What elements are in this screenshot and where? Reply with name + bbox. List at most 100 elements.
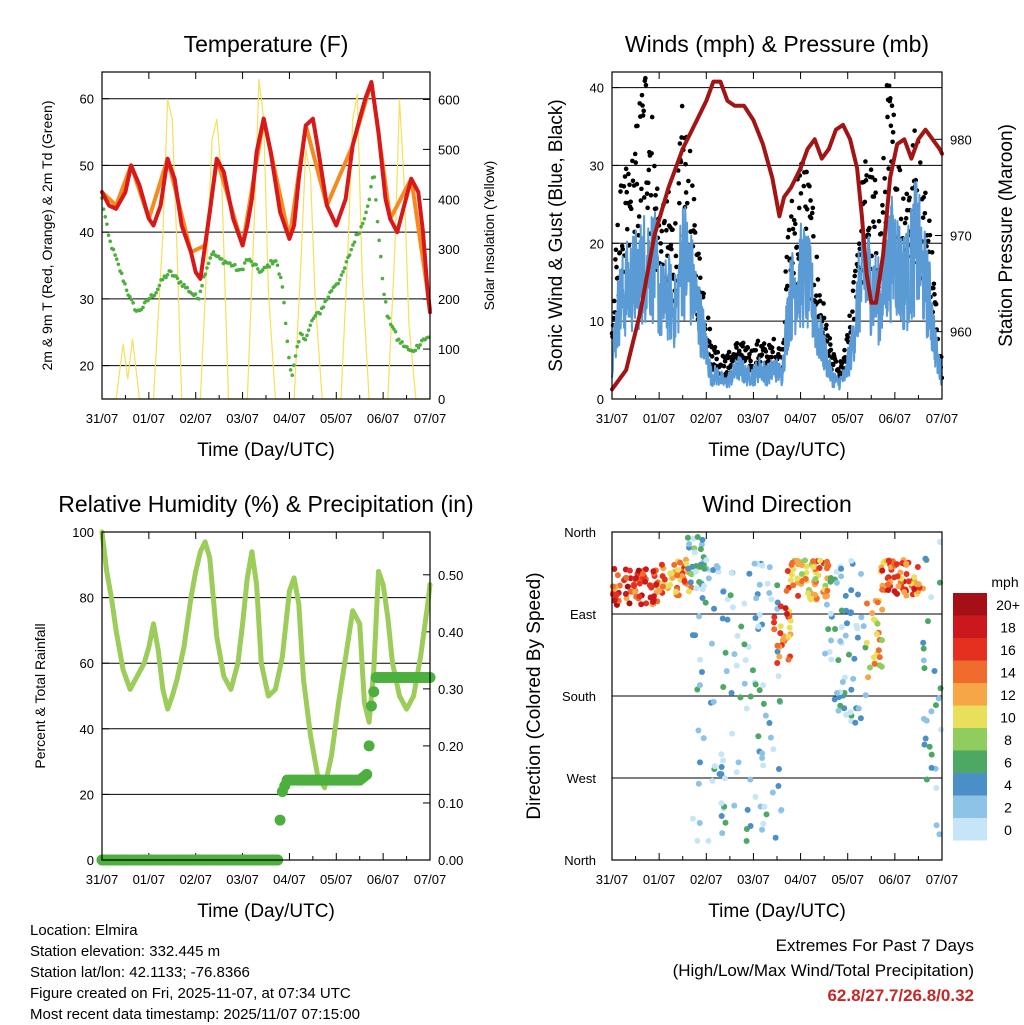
direction-point (833, 690, 840, 697)
direction-point (691, 549, 698, 556)
y-axis-label: Direction (Colored By Speed) (524, 572, 545, 819)
dewpoint-point (196, 296, 201, 301)
direction-point (914, 563, 921, 570)
direction-point (700, 735, 707, 742)
direction-point (911, 574, 918, 581)
gust-point (852, 268, 858, 274)
y-axis-label: Percent & Total Rainfall (32, 623, 48, 768)
gust-point (827, 336, 833, 341)
gust-point (662, 218, 667, 224)
y-tick-label: 30 (80, 292, 94, 307)
dewpoint-point (413, 348, 418, 353)
direction-point (771, 614, 778, 621)
direction-point (678, 573, 685, 580)
elevation-text: Station elevation: 332.445 m (30, 943, 221, 960)
gust-point (628, 206, 634, 212)
dewpoint-point (313, 314, 318, 318)
x-tick-label: 03/07 (737, 872, 770, 887)
direction-point (622, 590, 629, 597)
gust-point (640, 103, 645, 108)
direction-point (771, 626, 778, 633)
direction-point (863, 600, 870, 607)
dewpoint-point (178, 280, 183, 284)
direction-point (659, 583, 666, 590)
direction-point (817, 557, 824, 564)
dewpoint-point (369, 184, 373, 189)
direction-point (785, 633, 792, 640)
direction-point (783, 587, 790, 594)
direction-point (794, 575, 801, 582)
gust-point (886, 83, 892, 89)
gust-point (881, 155, 886, 161)
y-right-tick-label: 400 (438, 192, 460, 207)
y-tick-label: 80 (80, 591, 94, 606)
gust-point (847, 313, 852, 319)
y-right-tick-label: 0.10 (438, 796, 463, 811)
direction-point (835, 707, 842, 714)
direction-point (876, 654, 883, 661)
direction-point (839, 679, 846, 686)
direction-point (710, 698, 717, 705)
dewpoint-point (336, 281, 340, 286)
dewpoint-point (249, 259, 254, 264)
direction-point (767, 734, 774, 741)
direction-point (741, 641, 748, 648)
direction-point (734, 632, 741, 639)
x-tick-label: 02/07 (690, 872, 723, 887)
direction-point (733, 662, 740, 669)
gust-point (721, 363, 727, 369)
gust-point (810, 205, 816, 211)
dewpoint-point (318, 311, 322, 316)
gust-point (673, 253, 679, 259)
dewpoint-point (269, 258, 273, 263)
dewpoint-point (106, 233, 111, 238)
dewpoint-point (101, 207, 106, 211)
direction-point (866, 664, 873, 671)
direction-point (924, 618, 931, 625)
direction-point (848, 587, 855, 594)
dewpoint-point (255, 267, 260, 271)
direction-point (687, 579, 694, 586)
direction-point (852, 719, 859, 726)
gust-point (659, 228, 665, 234)
gust-point (761, 341, 767, 346)
dewpoint-point (326, 295, 331, 299)
direction-point (611, 565, 618, 572)
gust-point (927, 232, 933, 238)
dewpoint-point (375, 219, 380, 224)
gust-point (765, 358, 771, 364)
colorbar-swatch (953, 593, 987, 616)
gust-point (817, 293, 822, 298)
dewpoint-point (103, 214, 108, 219)
gust-point (683, 190, 689, 195)
direction-point (756, 581, 763, 588)
direction-point (921, 741, 928, 748)
dewpoint-point (308, 323, 313, 328)
direction-point (672, 588, 679, 595)
y-right-tick-label: 600 (438, 92, 460, 107)
dewpoint-point (267, 265, 272, 269)
gust-point (811, 234, 816, 239)
direction-point (936, 831, 943, 838)
direction-point (635, 567, 642, 574)
panel-title: Temperature (F) (184, 31, 349, 57)
direction-point (838, 607, 845, 614)
gust-point (792, 221, 798, 227)
recent-text: Most recent data timestamp: 2025/11/07 0… (30, 1006, 360, 1023)
gust-point (692, 230, 698, 235)
direction-point (741, 600, 748, 607)
x-tick-label: 07/07 (926, 411, 959, 426)
dewpoint-point (165, 272, 170, 277)
direction-point (923, 776, 930, 783)
gust-point (617, 250, 623, 255)
y-tick-label: 20 (80, 359, 94, 374)
direction-point (627, 588, 634, 595)
direction-point (693, 562, 700, 569)
direction-point (687, 570, 694, 577)
gust-point (709, 344, 714, 350)
direction-point (937, 685, 944, 692)
y-right-tick-label: 100 (438, 342, 460, 357)
direction-point (689, 632, 696, 639)
direction-point (729, 730, 736, 737)
dewpoint-point (228, 261, 232, 265)
